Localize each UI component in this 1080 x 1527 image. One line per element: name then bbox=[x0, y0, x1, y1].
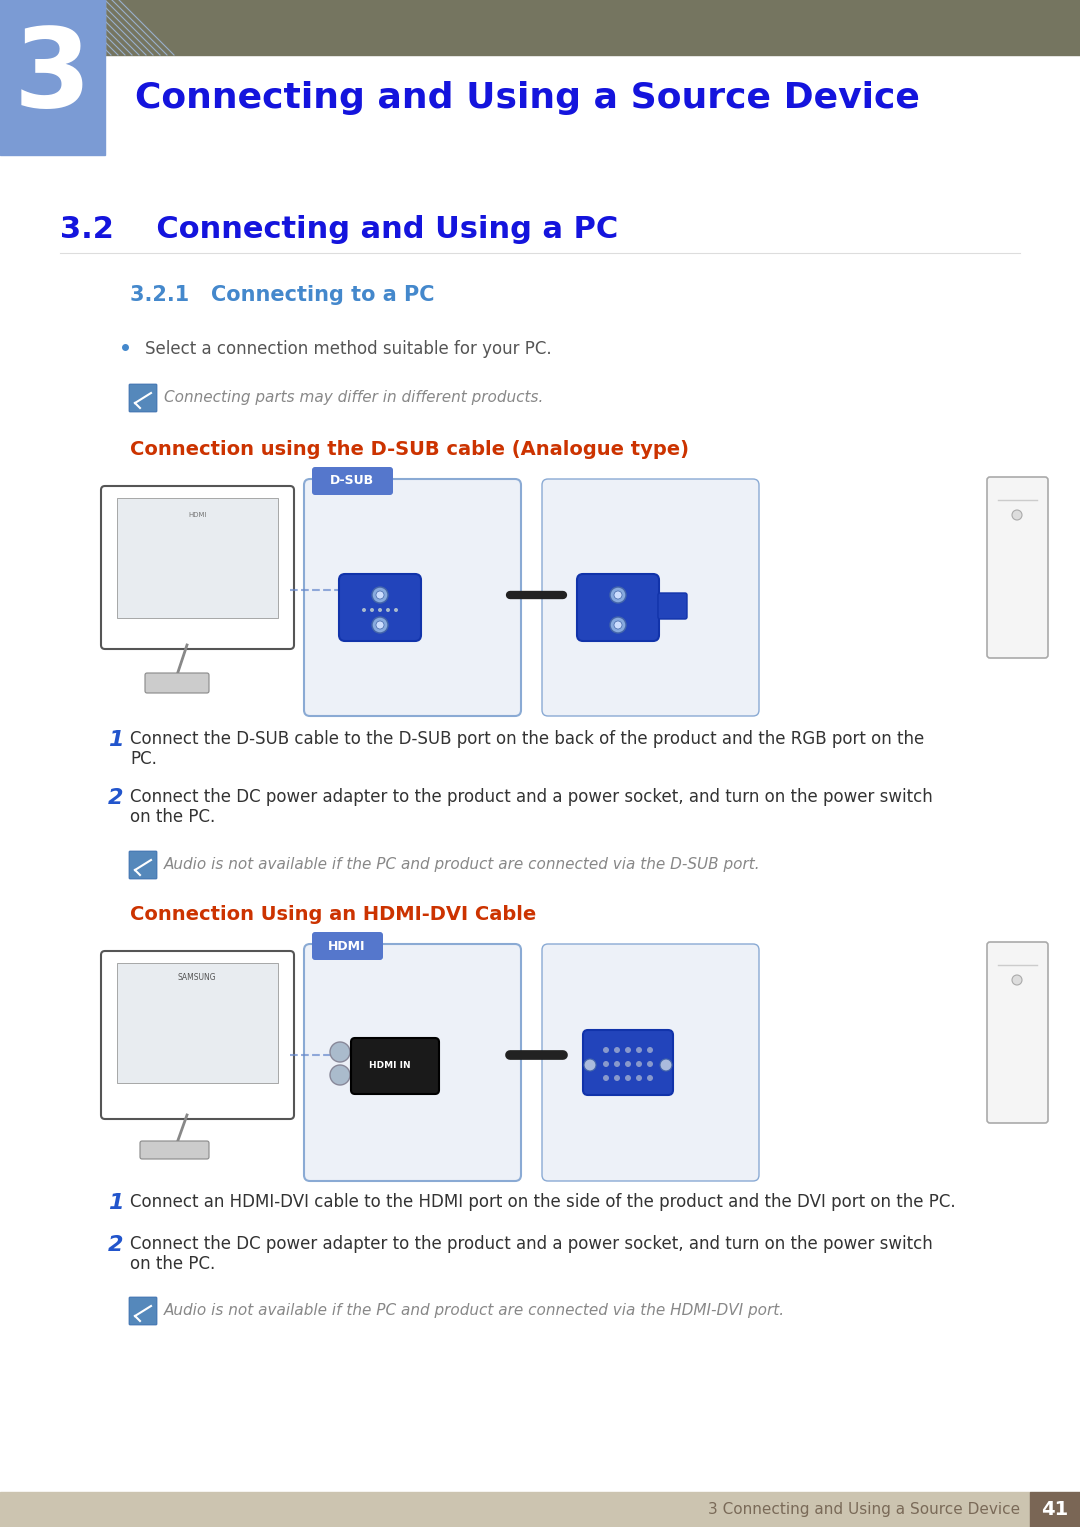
Circle shape bbox=[362, 608, 366, 612]
Circle shape bbox=[660, 1060, 672, 1070]
Circle shape bbox=[603, 1075, 609, 1081]
Bar bbox=[0, 0, 105, 55]
Circle shape bbox=[603, 1048, 609, 1054]
Circle shape bbox=[615, 591, 622, 599]
Text: Connecting parts may differ in different products.: Connecting parts may differ in different… bbox=[164, 389, 543, 405]
Circle shape bbox=[1012, 976, 1022, 985]
Circle shape bbox=[584, 1060, 596, 1070]
Bar bbox=[1030, 1492, 1080, 1527]
Circle shape bbox=[615, 621, 622, 629]
Text: Connect the D-SUB cable to the D-SUB port on the back of the product and the RGB: Connect the D-SUB cable to the D-SUB por… bbox=[130, 730, 924, 748]
FancyBboxPatch shape bbox=[312, 467, 393, 495]
Circle shape bbox=[372, 617, 388, 634]
Text: Audio is not available if the PC and product are connected via the HDMI-DVI port: Audio is not available if the PC and pro… bbox=[164, 1303, 785, 1318]
Text: 3.2.1   Connecting to a PC: 3.2.1 Connecting to a PC bbox=[130, 286, 434, 305]
Text: on the PC.: on the PC. bbox=[130, 1255, 215, 1274]
Circle shape bbox=[394, 608, 399, 612]
Circle shape bbox=[636, 1061, 642, 1067]
Circle shape bbox=[615, 1061, 620, 1067]
Bar bbox=[117, 498, 278, 618]
FancyBboxPatch shape bbox=[102, 486, 294, 649]
FancyBboxPatch shape bbox=[140, 1141, 210, 1159]
FancyBboxPatch shape bbox=[987, 942, 1048, 1122]
Circle shape bbox=[647, 1061, 653, 1067]
Text: HDMI IN: HDMI IN bbox=[369, 1061, 410, 1070]
Text: 41: 41 bbox=[1041, 1500, 1068, 1519]
Circle shape bbox=[1012, 510, 1022, 521]
Circle shape bbox=[615, 1048, 620, 1054]
Text: Connection Using an HDMI-DVI Cable: Connection Using an HDMI-DVI Cable bbox=[130, 906, 537, 924]
Circle shape bbox=[376, 621, 384, 629]
Text: Connecting and Using a Source Device: Connecting and Using a Source Device bbox=[135, 81, 920, 115]
FancyBboxPatch shape bbox=[658, 592, 687, 618]
FancyBboxPatch shape bbox=[303, 944, 521, 1180]
Circle shape bbox=[386, 608, 390, 612]
Bar bbox=[0, 1492, 1030, 1527]
Circle shape bbox=[647, 1075, 653, 1081]
Text: 1: 1 bbox=[108, 1193, 123, 1212]
FancyBboxPatch shape bbox=[145, 673, 210, 693]
FancyBboxPatch shape bbox=[102, 951, 294, 1119]
Text: Audio is not available if the PC and product are connected via the D-SUB port.: Audio is not available if the PC and pro… bbox=[164, 857, 760, 872]
Circle shape bbox=[610, 586, 626, 603]
FancyBboxPatch shape bbox=[129, 851, 157, 880]
Circle shape bbox=[330, 1041, 350, 1061]
Circle shape bbox=[625, 1075, 631, 1081]
Text: Connect the DC power adapter to the product and a power socket, and turn on the : Connect the DC power adapter to the prod… bbox=[130, 788, 933, 806]
Text: 3 Connecting and Using a Source Device: 3 Connecting and Using a Source Device bbox=[707, 1503, 1020, 1516]
Circle shape bbox=[647, 1048, 653, 1054]
Circle shape bbox=[625, 1048, 631, 1054]
Text: 1: 1 bbox=[108, 730, 123, 750]
Text: 3: 3 bbox=[13, 23, 91, 130]
Text: Connect an HDMI-DVI cable to the HDMI port on the side of the product and the DV: Connect an HDMI-DVI cable to the HDMI po… bbox=[130, 1193, 956, 1211]
Text: HDMI: HDMI bbox=[328, 939, 366, 953]
Circle shape bbox=[378, 608, 382, 612]
Text: 2: 2 bbox=[108, 788, 123, 808]
FancyBboxPatch shape bbox=[351, 1038, 438, 1093]
Text: Connection using the D-SUB cable (Analogue type): Connection using the D-SUB cable (Analog… bbox=[130, 440, 689, 460]
Circle shape bbox=[636, 1048, 642, 1054]
FancyBboxPatch shape bbox=[542, 479, 759, 716]
Circle shape bbox=[615, 1075, 620, 1081]
Circle shape bbox=[372, 586, 388, 603]
FancyBboxPatch shape bbox=[583, 1031, 673, 1095]
Bar bbox=[0, 0, 1080, 55]
Text: PC.: PC. bbox=[130, 750, 157, 768]
Text: HDMI: HDMI bbox=[188, 512, 206, 518]
FancyBboxPatch shape bbox=[339, 574, 421, 641]
Circle shape bbox=[625, 1061, 631, 1067]
Text: Select a connection method suitable for your PC.: Select a connection method suitable for … bbox=[145, 341, 552, 357]
FancyBboxPatch shape bbox=[987, 476, 1048, 658]
Circle shape bbox=[330, 1064, 350, 1086]
FancyBboxPatch shape bbox=[577, 574, 659, 641]
Circle shape bbox=[636, 1075, 642, 1081]
Circle shape bbox=[603, 1061, 609, 1067]
Text: SAMSUNG: SAMSUNG bbox=[178, 973, 216, 982]
Circle shape bbox=[376, 591, 384, 599]
Text: 3.2    Connecting and Using a PC: 3.2 Connecting and Using a PC bbox=[60, 215, 618, 244]
Bar bbox=[117, 964, 278, 1083]
Circle shape bbox=[610, 617, 626, 634]
FancyBboxPatch shape bbox=[129, 1296, 157, 1325]
FancyBboxPatch shape bbox=[312, 931, 383, 960]
Text: Connect the DC power adapter to the product and a power socket, and turn on the : Connect the DC power adapter to the prod… bbox=[130, 1235, 933, 1254]
FancyBboxPatch shape bbox=[129, 383, 157, 412]
FancyBboxPatch shape bbox=[303, 479, 521, 716]
Circle shape bbox=[370, 608, 374, 612]
Text: D-SUB: D-SUB bbox=[329, 475, 374, 487]
Text: on the PC.: on the PC. bbox=[130, 808, 215, 826]
Text: 2: 2 bbox=[108, 1235, 123, 1255]
Bar bbox=[0, 0, 105, 156]
FancyBboxPatch shape bbox=[542, 944, 759, 1180]
